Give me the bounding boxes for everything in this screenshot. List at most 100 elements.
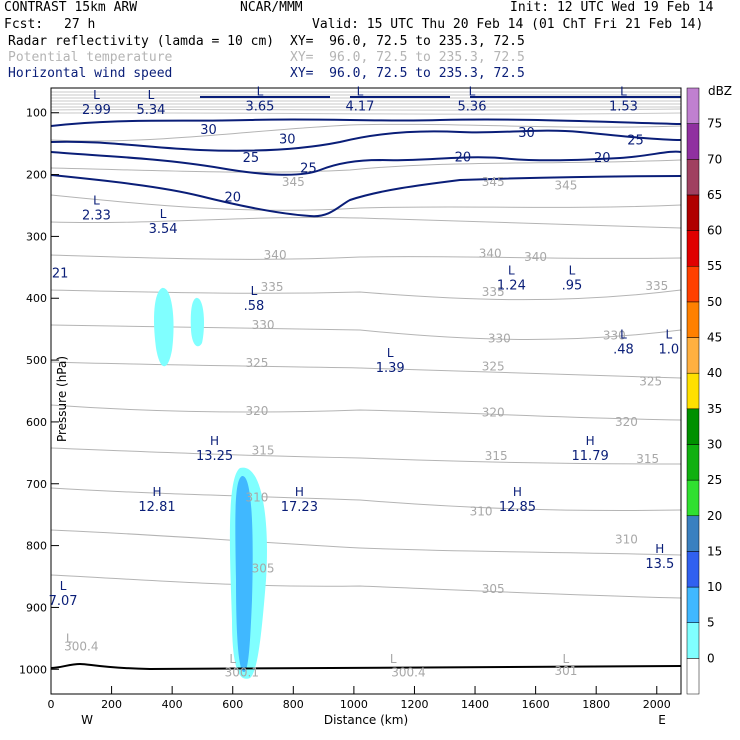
wind-extremum-type: H [513,485,522,499]
colorbar-level-label: 40 [707,366,722,380]
theta-contours [51,123,681,599]
colorbar-swatch [686,551,700,588]
init-time: Init: 12 UTC Wed 19 Feb 14 [510,0,714,15]
wind-extremum-value: 12.81 [138,500,175,515]
x-tick-label: 1200 [400,698,428,711]
model-title: CONTRAST 15km ARW [4,0,138,15]
colorbar-swatch [686,87,700,124]
theta-contour-label: 325 [482,359,505,373]
y-tick-label: 300 [26,230,47,243]
wind-extremum-type: H [210,434,219,448]
theta-contour-label: 315 [252,443,275,457]
wind-extremum-type: L [251,284,258,298]
reflectivity-cells [154,287,267,679]
field-theta-xy: XY= 96.0, 72.5 to 235.3, 72.5 [290,50,525,65]
forecast-hours: 27 h [64,17,96,32]
theta-contour-label: 335 [645,279,668,293]
theta-contour-label: 320 [615,415,638,429]
colorbar-swatch [686,159,700,196]
wind-extremum-value: .58 [244,299,265,314]
wind-extremum-value: 4.17 [345,99,374,114]
theta-low-marker: L [66,631,73,645]
colorbar-swatch [686,194,700,231]
colorbar-swatch [686,123,700,160]
wind-contour-label: 20 [224,190,241,205]
wind-extremum-value: 2.99 [82,103,111,118]
theta-contour-label: 305 [482,582,505,596]
x-tick-label: 2000 [643,698,671,711]
theta-contour-label: 300.1 [225,665,259,679]
x-tick-label: 1600 [522,698,550,711]
wind-extremum-value: 1.53 [609,99,638,114]
colorbar-level-label: 75 [707,117,722,131]
y-tick-label: 200 [26,169,47,182]
wind-contour-label: 25 [300,161,317,176]
wind-contour-label: 30 [200,123,217,138]
colorbar-level-label: 5 [707,616,715,630]
theta-low-marker: L [390,652,397,666]
wind-extremum-type: L [620,84,627,98]
theta-contour-label: 305 [252,561,275,575]
wind-extremum-type: L [569,264,576,278]
colorbar-level-label: 70 [707,152,722,166]
wind-extremum-type: L [666,327,673,341]
wind-extremum-value: 11.79 [572,449,609,464]
colorbar-swatch [686,479,700,517]
colorbar-swatch [686,372,700,410]
wind-extremum-value: .95 [562,279,583,294]
theta-contour-label: 330 [603,328,626,342]
wind-extremum-value: 2.33 [82,208,111,223]
wind-extremum-value: 1.24 [497,279,526,294]
theta-contour-label: 315 [485,449,508,463]
x-tick-label: 1000 [340,698,368,711]
x-tick-label: 0 [48,698,55,711]
theta-contour-label: 345 [554,179,577,193]
wind-extremum-value: 5.34 [136,103,165,118]
theta-contour-label: 345 [482,175,505,189]
x-axis-title: Distance (km) [324,713,408,727]
wind-extremum-value: 12.85 [499,500,536,515]
wind-extremum-value: 3.65 [246,99,275,114]
y-tick-label: 100 [26,107,47,120]
colorbar-level-label: 35 [707,402,722,416]
colorbar-level-label: 0 [707,651,715,665]
wind-extremum-type: H [586,434,595,448]
wind-contour-label: 25 [243,151,260,166]
wind-contour-label: 25 [627,134,644,149]
theta-contour-label: 340 [524,250,547,264]
wind-contour-label: 30 [279,132,296,147]
wind-contour-label: 20 [455,150,472,165]
theta-contour-label: 325 [246,356,269,370]
colorbar-level-label: 15 [707,544,722,558]
y-tick-label: 700 [26,478,47,491]
y-tick-label: 1000 [19,663,47,676]
y-tick-label: 900 [26,601,47,614]
wind-extremum-value: 3.54 [149,222,178,237]
wind-contour-label: 21 [52,267,69,282]
x-tick-label: 1400 [461,698,489,711]
theta-contour-label: 330 [488,331,511,345]
colorbar-swatch [686,265,700,303]
theta-contour-label: 330 [252,318,275,332]
wind-extremum-type: L [620,327,627,341]
colorbar-swatch [686,586,700,623]
theta-contour-label: 335 [482,285,505,299]
x-tick-label: 400 [162,698,183,711]
theta-low-marker: L [229,652,236,666]
y-tick-label: 600 [26,416,47,429]
colorbar-level-label: 25 [707,473,722,487]
wind-extremum-type: H [655,542,664,556]
theta-contour-label: 335 [261,280,284,294]
field-wind-name: Horizontal wind speed [8,66,173,81]
x-axis-west-label: W [81,713,93,727]
wind-extremum-type: L [508,264,515,278]
wind-contour-label: 30 [518,126,535,141]
wind-extremum-type: L [148,88,155,102]
theta-contour-label: 345 [282,175,305,189]
wind-extremum-type: L [160,207,167,221]
theta-contour-label: 300.4 [391,665,425,679]
theta-contour-label: 310 [246,490,269,504]
wind-extremum-type: L [469,84,476,98]
wind-extremum-value: 1.0 [659,342,680,357]
